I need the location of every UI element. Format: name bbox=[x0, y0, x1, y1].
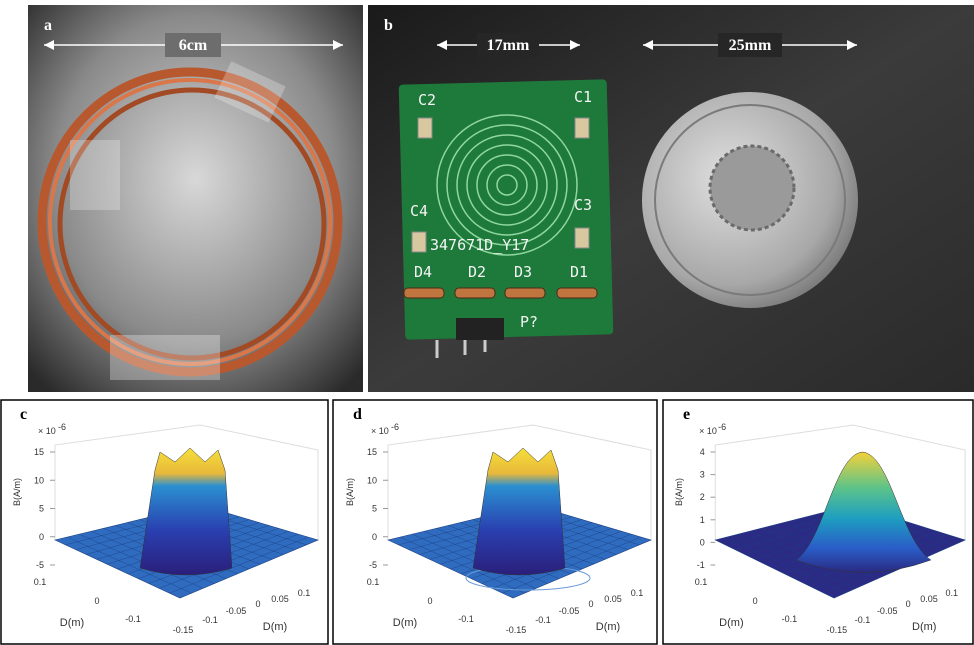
y-tick-label: -0.1 bbox=[458, 614, 474, 624]
x-tick-label: -0.05 bbox=[226, 606, 247, 616]
x-tick-label: -0.05 bbox=[877, 606, 898, 616]
z-tick-label: 15 bbox=[34, 447, 44, 457]
panel-label: a bbox=[44, 17, 52, 34]
z-tick-label: 5 bbox=[39, 504, 44, 514]
x-tick-label: -0.1 bbox=[202, 615, 218, 625]
z-tick-label: -5 bbox=[36, 560, 44, 570]
z-tick-label: 15 bbox=[367, 447, 377, 457]
y-axis-label: D(m) bbox=[719, 617, 743, 629]
z-tick-label: 0 bbox=[39, 532, 44, 542]
z-tick-label: 1 bbox=[700, 515, 705, 525]
x-tick-label: 0.1 bbox=[946, 588, 959, 598]
x-tick-label: -0.15 bbox=[827, 625, 848, 635]
x-tick-label: 0.1 bbox=[631, 588, 644, 598]
x-tick-label: -0.15 bbox=[173, 625, 194, 635]
silkscreen-label: C1 bbox=[574, 88, 592, 106]
x-axis-label: D(m) bbox=[912, 621, 936, 633]
z-tick-label: 0 bbox=[700, 537, 705, 547]
z-tick-label: 2 bbox=[700, 492, 705, 502]
y-tick-label: 0.1 bbox=[367, 577, 380, 587]
panel-label: d bbox=[353, 406, 362, 423]
photo-pcb bbox=[368, 5, 974, 392]
multiplier: × 10 bbox=[371, 426, 389, 436]
x-tick-label: 0.05 bbox=[920, 594, 938, 604]
x-tick-label: 0 bbox=[906, 599, 911, 609]
x-tick-label: -0.05 bbox=[559, 606, 580, 616]
x-tick-label: -0.1 bbox=[855, 615, 871, 625]
z-tick-label: 10 bbox=[34, 475, 44, 485]
x-axis-label: D(m) bbox=[263, 621, 287, 633]
exponent: -6 bbox=[718, 422, 726, 432]
y-tick-label: 0 bbox=[94, 596, 99, 606]
silkscreen-label: D3 bbox=[514, 263, 532, 281]
x-tick-label: 0 bbox=[588, 599, 593, 609]
multiplier: × 10 bbox=[38, 426, 56, 436]
scale-label: 6cm bbox=[179, 37, 208, 54]
silkscreen-label: C4 bbox=[410, 202, 428, 220]
z-tick-label: 3 bbox=[700, 470, 705, 480]
x-tick-label: 0.05 bbox=[604, 594, 622, 604]
z-tick-label: 10 bbox=[367, 475, 377, 485]
z-axis-label: B(A/m) bbox=[674, 478, 684, 506]
silkscreen-label: P? bbox=[520, 313, 538, 331]
silkscreen-label: 347671D_Y17 bbox=[430, 236, 529, 254]
x-axis-label: D(m) bbox=[596, 621, 620, 633]
silkscreen-label: D1 bbox=[570, 263, 588, 281]
y-tick-label: 0.1 bbox=[34, 577, 47, 587]
panel-label: e bbox=[683, 406, 690, 423]
y-tick-label: -0.1 bbox=[782, 614, 798, 624]
x-tick-label: -0.15 bbox=[506, 625, 527, 635]
z-tick-label: -5 bbox=[369, 560, 377, 570]
z-axis-label: B(A/m) bbox=[12, 478, 22, 506]
z-tick-label: 0 bbox=[372, 532, 377, 542]
y-tick-label: 0 bbox=[427, 596, 432, 606]
silkscreen-label: D2 bbox=[468, 263, 486, 281]
x-tick-label: -0.1 bbox=[535, 615, 551, 625]
silkscreen-label: D4 bbox=[414, 263, 432, 281]
x-tick-label: 0.05 bbox=[271, 594, 289, 604]
y-tick-label: 0 bbox=[753, 596, 758, 606]
z-tick-label: -1 bbox=[697, 560, 705, 570]
panel-label: c bbox=[20, 406, 27, 423]
y-tick-label: 0.1 bbox=[695, 577, 708, 587]
silkscreen-label: C2 bbox=[418, 91, 436, 109]
page: a 6cm b 17mm 25mm C2C1C4C33476 bbox=[0, 0, 974, 645]
y-axis-label: D(m) bbox=[393, 617, 417, 629]
z-axis-label: B(A/m) bbox=[345, 478, 355, 506]
y-tick-label: -0.1 bbox=[125, 614, 141, 624]
figure: a 6cm b 17mm 25mm C2C1C4C33476 bbox=[0, 0, 974, 645]
z-tick-label: 4 bbox=[700, 447, 705, 457]
y-axis-label: D(m) bbox=[60, 617, 84, 629]
photo-coil bbox=[28, 5, 363, 392]
scale-label: 17mm bbox=[487, 37, 530, 54]
silkscreen-label: C3 bbox=[574, 196, 592, 214]
panel-label: b bbox=[384, 17, 393, 34]
multiplier: × 10 bbox=[699, 426, 717, 436]
x-tick-label: 0.1 bbox=[298, 588, 311, 598]
z-tick-label: 5 bbox=[372, 504, 377, 514]
exponent: -6 bbox=[58, 422, 66, 432]
scale-label: 25mm bbox=[729, 37, 772, 54]
x-tick-label: 0 bbox=[255, 599, 260, 609]
exponent: -6 bbox=[391, 422, 399, 432]
